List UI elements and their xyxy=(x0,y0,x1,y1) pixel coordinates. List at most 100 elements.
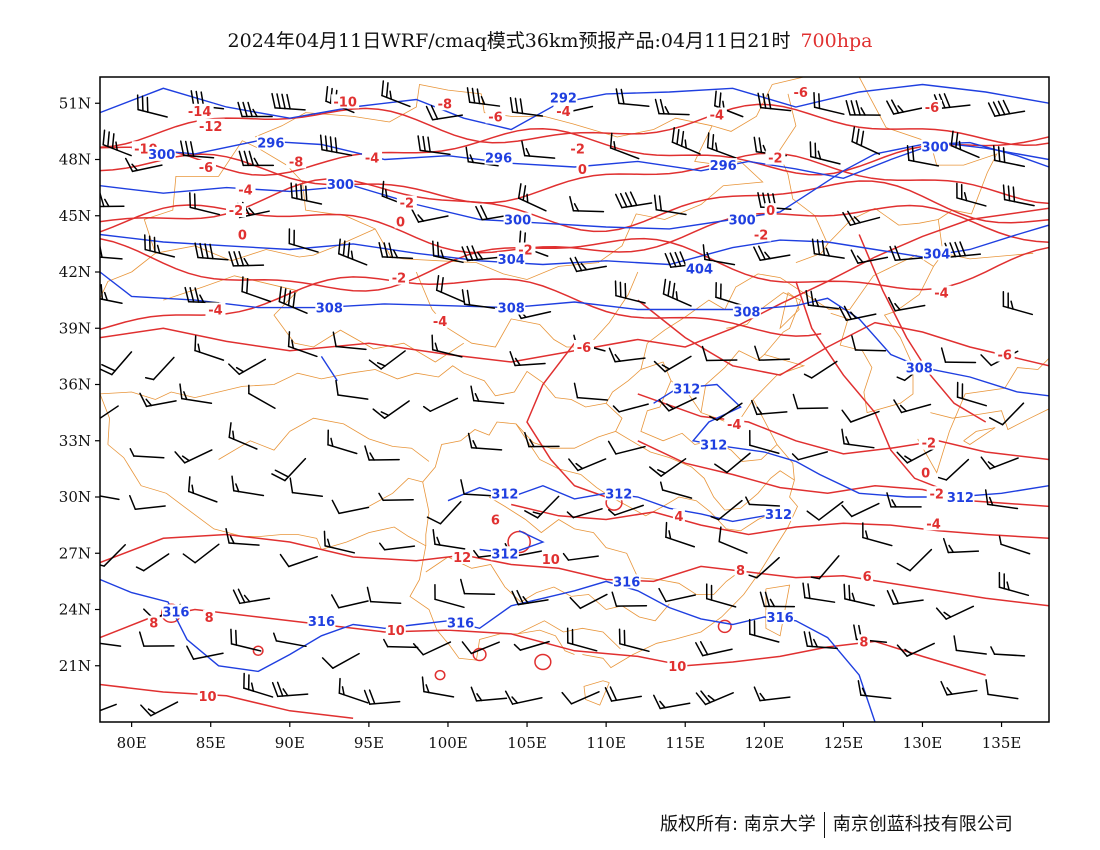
wind-barb xyxy=(331,499,370,515)
height-label-bg xyxy=(147,146,176,161)
wind-barb xyxy=(102,129,132,157)
temperature-label: -6 xyxy=(577,341,591,356)
coast-segment xyxy=(425,556,670,622)
height-label-bg xyxy=(315,300,344,315)
lat-tick-label: 42N xyxy=(59,263,91,281)
wind-barb xyxy=(792,393,829,410)
temperature-label: -4 xyxy=(926,517,940,532)
axis-ticks: 51N 48N 45N 42N 39N 36N 33N 30N 27N 24N 21N 80E 85E 9… xyxy=(59,94,1022,752)
wind-barb xyxy=(803,631,838,650)
wind-barb xyxy=(604,686,642,702)
wind-barb xyxy=(573,382,609,401)
wind-barb xyxy=(715,281,746,307)
temperature-contour-closed xyxy=(252,645,264,656)
temperature-label-bg xyxy=(918,435,939,450)
temperature-label: -4 xyxy=(727,418,741,433)
lat-tick-label: 39N xyxy=(59,319,91,337)
wind-barb xyxy=(124,157,163,173)
height-label: 292 xyxy=(550,92,577,107)
wind-barb xyxy=(135,553,170,572)
coast-segment xyxy=(415,271,639,348)
wind-barb xyxy=(561,691,600,705)
height-label: 316 xyxy=(447,617,474,632)
temperature-contour-closed xyxy=(472,647,487,662)
wind-barb xyxy=(524,431,560,448)
temperature-label: -2 xyxy=(229,204,243,219)
wind-barb xyxy=(194,242,229,261)
wind-barb xyxy=(230,628,262,652)
wind-barb xyxy=(614,280,646,304)
lon-tick-label: 130E xyxy=(903,734,943,752)
temperature-label-bg xyxy=(994,347,1015,362)
lon-tick-label: 100E xyxy=(428,734,468,752)
temperature-label: 6 xyxy=(863,570,872,585)
temperature-label: -8 xyxy=(289,155,303,170)
wind-barb xyxy=(608,504,644,516)
temperature-label: -10 xyxy=(333,95,357,110)
temperature-contour xyxy=(795,281,939,489)
wind-barb xyxy=(289,477,324,498)
lat-tick-label: 48N xyxy=(59,151,91,169)
height-label: 300 xyxy=(148,148,175,163)
height-label: 300 xyxy=(327,178,354,193)
wind-barb xyxy=(412,641,452,656)
wind-barbs xyxy=(100,80,1035,717)
temperature-label-bg xyxy=(185,103,214,118)
temperature-label-bg xyxy=(919,465,932,480)
lat-tick-label: 30N xyxy=(59,488,91,506)
lat-tick-label: 51N xyxy=(59,94,91,112)
wind-barb xyxy=(754,345,791,361)
height-label-bg xyxy=(503,212,532,227)
wind-barb xyxy=(609,132,640,160)
temperature-label: -6 xyxy=(199,161,213,176)
coast-segment xyxy=(100,271,132,299)
wind-barb xyxy=(811,238,845,259)
height-label: 296 xyxy=(257,137,284,152)
lon-tick-label: 95E xyxy=(354,734,384,752)
wind-barb xyxy=(460,578,496,595)
wind-barb xyxy=(186,645,224,660)
wind-barb xyxy=(714,452,751,474)
height-label: 312 xyxy=(700,439,727,454)
wind-barb xyxy=(862,522,893,547)
wind-barb xyxy=(803,360,838,379)
temperature-label: 4 xyxy=(674,510,683,525)
temperature-label-bg xyxy=(923,516,944,531)
height-label-bg xyxy=(256,135,285,150)
wind-barb xyxy=(648,458,687,477)
wind-barb xyxy=(231,475,265,497)
pressure-level-label: 700hpa xyxy=(800,30,873,52)
wind-barb xyxy=(421,676,455,698)
wind-barb xyxy=(568,458,607,472)
temperature-label-bg xyxy=(734,563,747,578)
height-contour xyxy=(100,578,876,722)
wind-barb xyxy=(809,141,841,165)
height-label-bg xyxy=(549,90,578,105)
wind-barb xyxy=(990,646,1026,657)
wind-barb xyxy=(271,457,307,482)
wind-barb xyxy=(432,529,466,550)
height-label: 312 xyxy=(605,487,632,502)
temperature-label: 0 xyxy=(396,215,405,230)
temperature-contour-closed xyxy=(434,669,446,681)
coast-segment xyxy=(615,431,795,511)
wind-barb xyxy=(889,245,926,262)
wind-barb xyxy=(841,409,880,423)
wind-barb xyxy=(431,334,463,358)
temperature-label-bg xyxy=(197,688,218,703)
wind-barb xyxy=(509,96,544,117)
wind-barb xyxy=(241,276,272,303)
height-contour xyxy=(131,139,1049,180)
height-label: 312 xyxy=(673,382,700,397)
wind-barb xyxy=(467,432,503,451)
coast-segment xyxy=(488,496,740,595)
coast-segment xyxy=(289,417,430,462)
wind-barb xyxy=(611,591,648,607)
height-label: 316 xyxy=(767,611,794,626)
height-label: 308 xyxy=(906,362,933,377)
temperature-label: -12 xyxy=(199,120,223,135)
wind-barb xyxy=(944,241,982,258)
coast-segment xyxy=(100,393,110,445)
wind-barb xyxy=(612,403,649,413)
wind-barb xyxy=(748,618,780,643)
